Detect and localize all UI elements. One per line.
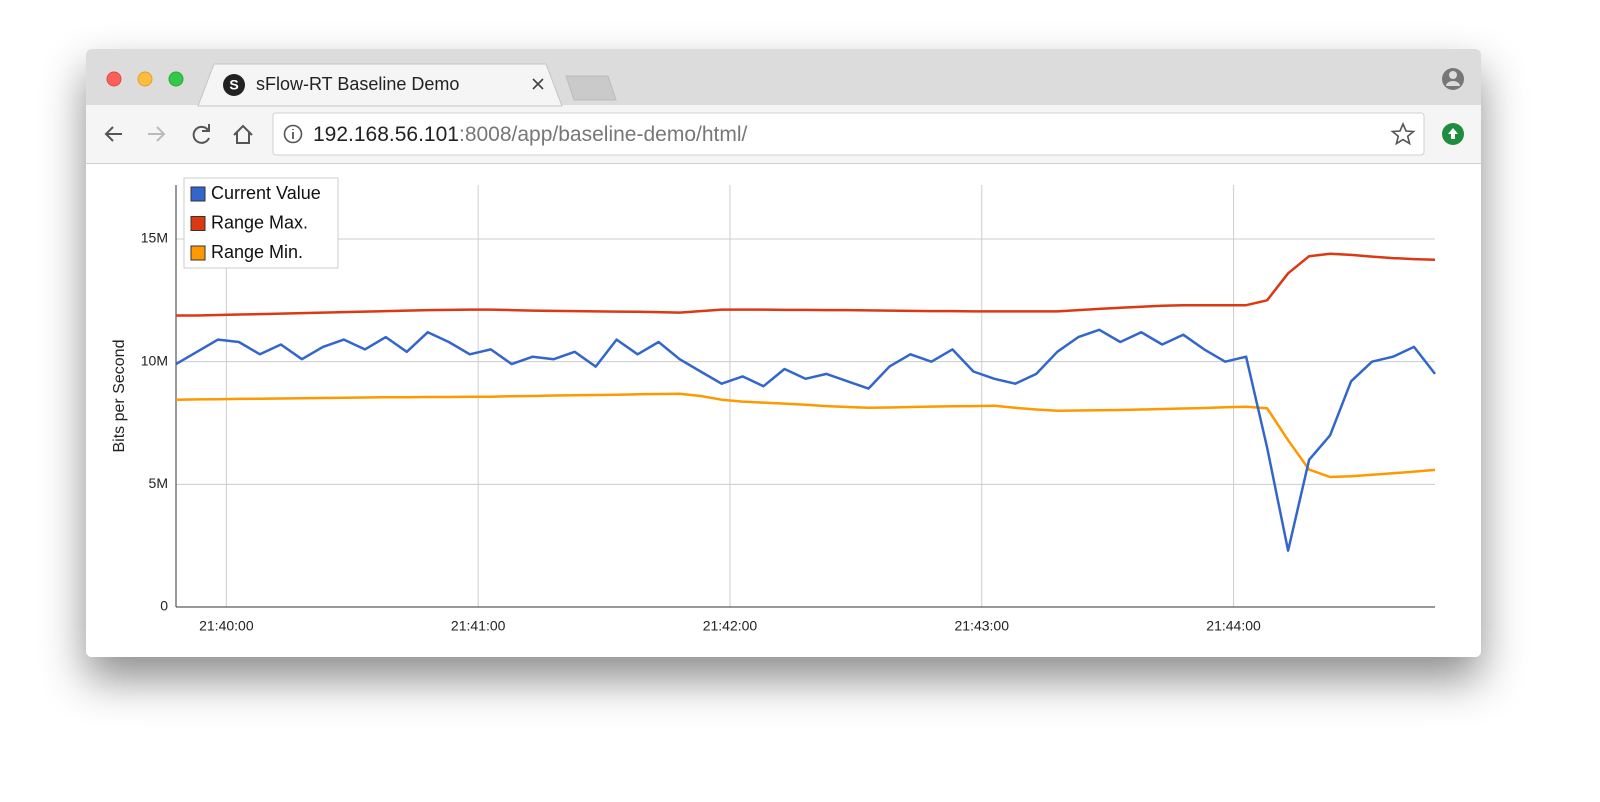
- legend-swatch: [190, 186, 206, 202]
- legend-swatch: [190, 245, 206, 261]
- active-tab[interactable]: [197, 63, 563, 107]
- chart: Bits per Second 0 5M 10M 15M 21:40:00 21:41:0…: [111, 177, 1436, 634]
- window-frame: [86, 49, 1481, 657]
- reload-button[interactable]: [192, 124, 210, 144]
- series-line: [176, 252, 1436, 317]
- legend-label: Range Max.: [211, 212, 308, 232]
- y-tick-label: 0: [160, 598, 168, 614]
- url-host: 192.168.56.101: [313, 123, 459, 146]
- new-tab-button[interactable]: [565, 75, 617, 101]
- close-button[interactable]: [106, 71, 122, 87]
- info-icon: [283, 124, 303, 144]
- y-tick-label: 10M: [141, 352, 168, 368]
- y-axis-label: Bits per Second: [111, 340, 128, 453]
- x-tick-label: 21:40:00: [199, 618, 254, 634]
- series-line: [175, 392, 1436, 479]
- y-tick-label: 15M: [141, 230, 168, 246]
- address-bar[interactable]: [272, 112, 1425, 156]
- back-button[interactable]: [104, 126, 122, 142]
- url-path: :8008/app/baseline-demo/html/: [459, 123, 748, 146]
- legend-label: Current Value: [211, 183, 321, 203]
- browser-window: S sFlow-RT Baseline Demo 192.168.56.101:…: [86, 49, 1481, 657]
- zoom-button[interactable]: [168, 71, 184, 87]
- url: 192.168.56.101:8008/app/baseline-demo/ht…: [313, 123, 748, 146]
- legend-box: [183, 177, 339, 269]
- legend-label: Range Min.: [211, 242, 303, 262]
- legend: Current Value Range Max. Range Min.: [183, 177, 339, 269]
- x-tick-label: 21:42:00: [703, 618, 758, 634]
- tab-favicon: [223, 74, 245, 96]
- series-line: [175, 328, 1436, 552]
- forward-button[interactable]: [148, 126, 166, 142]
- bookmark-star[interactable]: [1390, 121, 1416, 146]
- x-tick-label: 21:44:00: [1206, 618, 1261, 634]
- minimize-button[interactable]: [137, 71, 153, 87]
- legend-swatch: [190, 216, 206, 231]
- update-icon[interactable]: [1442, 123, 1464, 145]
- tab-close[interactable]: [532, 78, 544, 90]
- favicon-letter: S: [229, 77, 238, 93]
- x-tick-label: 21:41:00: [451, 618, 506, 634]
- profile-icon[interactable]: [1442, 68, 1464, 90]
- tab-title: sFlow-RT Baseline Demo: [256, 74, 459, 94]
- home-button[interactable]: [233, 124, 253, 144]
- y-tick-label: 5M: [149, 475, 168, 491]
- x-tick-label: 21:43:00: [955, 618, 1010, 634]
